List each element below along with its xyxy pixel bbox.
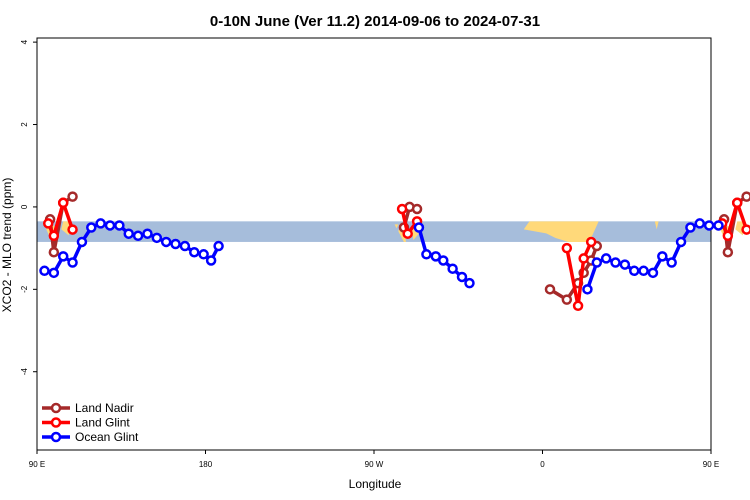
land-shape: [394, 224, 399, 229]
x-tick-label: 90 E: [703, 460, 719, 469]
land-glint-point: [585, 236, 597, 248]
land-glint-point: [67, 224, 78, 235]
ocean-glint-point: [619, 259, 631, 270]
land-glint-point: [572, 300, 584, 312]
ocean-glint-point: [179, 240, 191, 252]
ocean-glint-point: [76, 236, 88, 248]
legend-item-land-glint: Land Glint: [42, 416, 130, 430]
ocean-glint-point: [628, 265, 640, 277]
ocean-glint-point: [713, 220, 724, 231]
x-tick-label: 0: [540, 460, 545, 469]
x-axis: 90 E 180 90 W 0 90 E: [29, 450, 719, 469]
legend-label: Land Glint: [75, 416, 130, 430]
ocean-glint-point: [205, 255, 217, 266]
plot-frame: [36, 37, 712, 451]
ocean-glint-point: [685, 222, 696, 233]
land-glint-point: [731, 197, 743, 209]
legend-swatch-marker: [50, 431, 62, 443]
legend-label: Land Nadir: [75, 401, 134, 415]
ocean-glint-point: [582, 284, 593, 295]
legend-swatch-marker: [50, 417, 62, 428]
x-axis-label: Longitude: [349, 477, 402, 491]
chart-title: 0-10N June (Ver 11.2) 2014-09-06 to 2024…: [210, 13, 540, 30]
ocean-glint-point: [413, 222, 425, 233]
ocean-glint-point: [591, 257, 603, 268]
ocean-glint-point: [104, 220, 116, 231]
ocean-glint-point: [95, 218, 106, 229]
ocean-glint-point: [170, 238, 181, 250]
land-glint-point: [741, 224, 750, 235]
y-axis: 4 2 0 -2 -4: [20, 39, 37, 375]
ocean-glint-point: [600, 253, 612, 264]
ocean-glint-point: [114, 220, 125, 231]
land-glint-point: [48, 230, 60, 242]
ocean-glint-point: [86, 222, 97, 233]
y-tick-label: 4: [20, 39, 29, 44]
ocean-glint-point: [675, 236, 687, 248]
ocean-glint-point: [647, 267, 659, 279]
legend-swatch-marker: [50, 402, 62, 414]
ocean-glint-point: [151, 232, 163, 244]
ocean-glint-point: [638, 265, 649, 277]
ocean-glint-point: [67, 257, 78, 268]
ocean-glint-point: [610, 257, 621, 268]
ocean-glint-point: [213, 240, 224, 252]
ocean-glint-point: [694, 218, 706, 229]
series-land-glint: [42, 197, 750, 312]
ocean-glint-point: [123, 228, 134, 239]
land-glint-line: [46, 201, 75, 238]
y-tick-label: -2: [20, 285, 29, 293]
series-ocean-glint: [39, 218, 724, 295]
ocean-glint-point: [447, 263, 458, 274]
ocean-glint-point: [198, 249, 209, 260]
ocean-glint-point: [438, 255, 449, 266]
legend-label: Ocean Glint: [75, 430, 139, 444]
land-nadir-point: [67, 191, 78, 202]
y-tick-label: 0: [20, 204, 29, 209]
ocean-glint-point: [142, 228, 153, 239]
land-shape: [523, 221, 599, 242]
land-nadir-point: [722, 246, 734, 258]
land-glint-point: [57, 197, 69, 209]
ocean-glint-point: [657, 251, 668, 262]
land-glint-point: [42, 218, 54, 229]
ocean-glint-point: [666, 257, 677, 268]
ocean-glint-point: [189, 246, 200, 258]
ocean-glint-point: [430, 251, 442, 262]
ocean-glint-point: [464, 277, 475, 289]
ocean-glint-point: [421, 249, 432, 260]
x-tick-label: 90 E: [29, 460, 45, 469]
land-shape: [654, 221, 659, 230]
x-tick-label: 180: [199, 460, 213, 469]
land-glint-point: [561, 242, 573, 254]
ocean-glint-point: [456, 271, 468, 283]
y-axis-label: XCO2 - MLO trend (ppm): [0, 178, 14, 313]
land-glint-line: [565, 241, 593, 308]
land-nadir-point: [544, 284, 556, 295]
land-nadir-point: [48, 246, 60, 258]
x-tick-label: 90 W: [365, 460, 384, 469]
land-glint-point: [578, 253, 589, 264]
ocean-glint-point: [39, 265, 50, 277]
land-nadir-point: [411, 203, 423, 215]
land-glint-point: [396, 203, 408, 215]
ocean-glint-point: [48, 267, 60, 279]
ocean-glint-point: [57, 251, 69, 262]
land-glint-point: [402, 228, 413, 239]
land-nadir-point: [561, 294, 573, 305]
ocean-glint-point: [160, 236, 172, 248]
ocean-glint-point: [703, 220, 715, 231]
land-nadir-point: [741, 191, 750, 202]
land-glint-line: [720, 201, 749, 238]
legend-item-ocean-glint: Ocean Glint: [42, 430, 139, 444]
ocean-glint-point: [132, 230, 144, 242]
y-tick-label: -4: [20, 368, 29, 376]
y-tick-label: 2: [20, 122, 29, 127]
land-glint-point: [722, 230, 734, 242]
series-layer: [39, 191, 750, 312]
legend-item-land-nadir: Land Nadir: [42, 401, 134, 415]
